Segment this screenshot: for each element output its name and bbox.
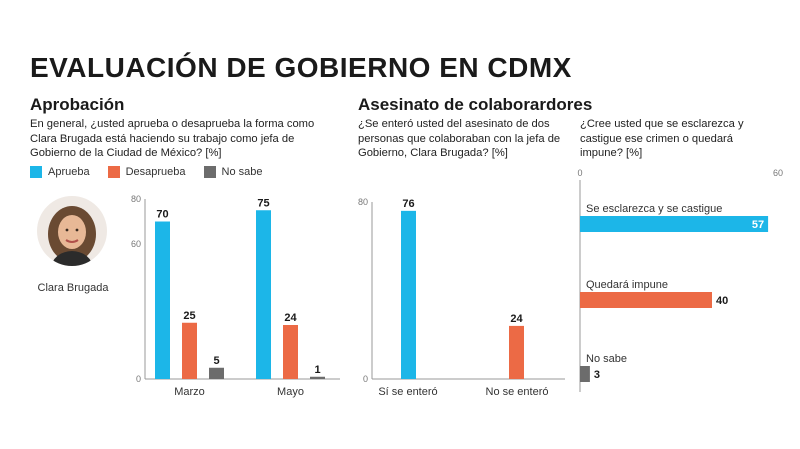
x-tick-label: Sí se enteró: [378, 386, 437, 398]
data-label: 24: [510, 313, 523, 325]
x-tick-label: No se enteró: [486, 386, 549, 398]
x-tick-label: Marzo: [174, 386, 205, 398]
legend: Aprueba Desaprueba No sabe: [30, 166, 263, 178]
bar-1: [509, 325, 524, 379]
bar-aprueba: [155, 221, 170, 379]
legend-label-desaprueba: Desaprueba: [125, 166, 186, 178]
person-name: Clara Brugada: [37, 282, 109, 294]
data-label: 40: [716, 295, 728, 307]
bar-no-sabe: [310, 376, 325, 379]
asesinato-question-1: ¿Se enteró usted del asesinato de dos pe…: [358, 118, 561, 159]
asesinato-heading: Asesinato de colaborardores: [358, 95, 593, 114]
bar-aprueba: [256, 210, 271, 379]
category-label: No sabe: [586, 353, 627, 365]
data-label: 3: [594, 369, 600, 381]
category-label: Se esclarezca y se castigue: [586, 203, 722, 215]
legend-swatch-aprueba: [30, 166, 42, 178]
aprobacion-question: En general, ¿usted aprueba o desaprueba …: [30, 118, 315, 159]
bar-no-sabe: [209, 367, 224, 379]
y-tick-label: 0: [363, 374, 368, 384]
bar-desaprueba: [182, 322, 197, 379]
bar-desaprueba: [283, 325, 298, 379]
data-label: 5: [213, 355, 219, 367]
asesinato-question-2: ¿Cree usted que se esclarezca y castigue…: [580, 118, 744, 159]
y-tick-label: 0: [136, 374, 141, 384]
legend-item-aprueba: Aprueba: [30, 166, 90, 178]
data-label: 24: [284, 312, 297, 324]
category-label: Quedará impune: [586, 279, 668, 291]
y-tick-label: 80: [358, 197, 368, 207]
data-label: 57: [752, 219, 764, 231]
bar-0: [580, 216, 769, 232]
page-title: EVALUACIÓN DE GOBIERNO EN CDMX: [30, 52, 572, 83]
x-tick-label: 0: [577, 168, 582, 178]
y-tick-label: 80: [131, 194, 141, 204]
x-tick-label: Mayo: [277, 386, 304, 398]
data-label: 70: [156, 209, 168, 221]
y-tick-label: 60: [131, 239, 141, 249]
legend-item-no-sabe: No sabe: [203, 166, 263, 178]
awareness-chart: 80 0 76 Sí se enteró 24 No se enteró: [358, 197, 565, 398]
approval-chart: 80 60 0 70 25 5 Marzo 75 24 1 Mayo: [131, 194, 340, 398]
outcome-chart: 0 60 Se esclarezca y se castigue 57 Quedará …: [577, 168, 783, 392]
person-photo-icon: [37, 196, 107, 266]
data-label: 75: [257, 197, 269, 209]
data-label: 76: [402, 198, 414, 210]
legend-label-aprueba: Aprueba: [48, 166, 90, 178]
bar-0: [401, 210, 416, 379]
legend-item-desaprueba: Desaprueba: [107, 166, 186, 178]
legend-label-no-sabe: No sabe: [221, 166, 263, 178]
aprobacion-heading: Aprobación: [30, 95, 125, 114]
x-tick-label: 60: [773, 168, 783, 178]
legend-swatch-no-sabe: [203, 166, 216, 178]
legend-swatch-desaprueba: [107, 166, 120, 178]
bar-2: [580, 366, 590, 382]
data-label: 25: [183, 310, 195, 322]
data-label: 1: [314, 364, 320, 376]
bar-1: [580, 292, 712, 308]
